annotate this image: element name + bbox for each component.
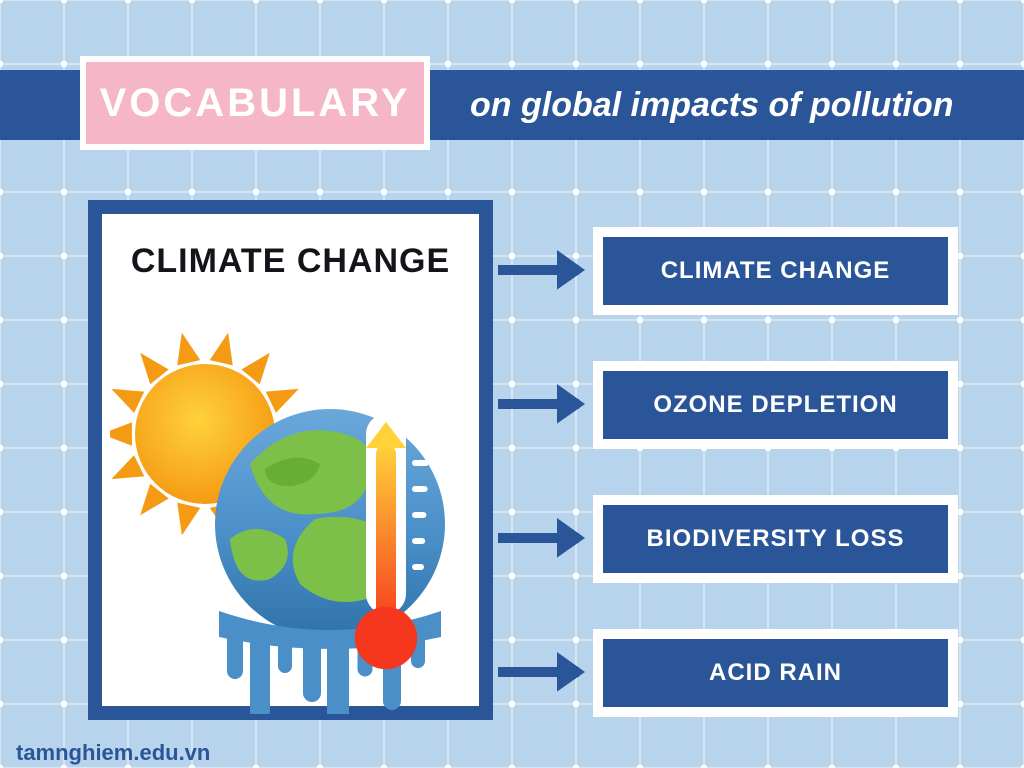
topic-box-2: BIODIVERSITY LOSS xyxy=(598,500,953,578)
infographic-canvas: VOCABULARY on global impacts of pollutio… xyxy=(0,0,1024,768)
topic-box-1: OZONE DEPLETION xyxy=(598,366,953,444)
topic-label: ACID RAIN xyxy=(709,659,842,687)
watermark: tamnghiem.edu.vn xyxy=(16,740,210,766)
topic-label: OZONE DEPLETION xyxy=(653,391,897,419)
topic-label: BIODIVERSITY LOSS xyxy=(647,525,905,553)
topic-box-0: CLIMATE CHANGE xyxy=(598,232,953,310)
topic-label: CLIMATE CHANGE xyxy=(661,257,891,285)
topic-box-3: ACID RAIN xyxy=(598,634,953,712)
